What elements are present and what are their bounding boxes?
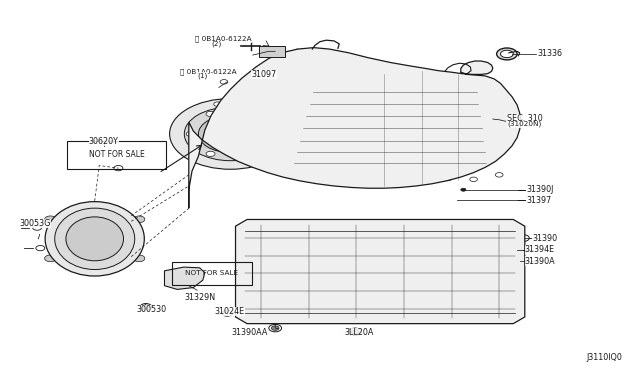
Polygon shape xyxy=(164,267,205,289)
Circle shape xyxy=(247,222,256,228)
Text: (2): (2) xyxy=(211,41,221,47)
Circle shape xyxy=(355,315,368,323)
Text: 31390: 31390 xyxy=(532,234,557,243)
Text: ⒱ 0B1A0-6122A: ⒱ 0B1A0-6122A xyxy=(195,36,252,42)
Circle shape xyxy=(514,258,525,264)
Circle shape xyxy=(518,235,529,241)
Circle shape xyxy=(504,222,513,228)
Ellipse shape xyxy=(66,217,124,261)
Polygon shape xyxy=(236,219,525,324)
Circle shape xyxy=(140,304,152,310)
Circle shape xyxy=(351,330,359,334)
FancyBboxPatch shape xyxy=(259,46,285,57)
Circle shape xyxy=(83,232,106,246)
Circle shape xyxy=(143,305,149,309)
Text: 31329N: 31329N xyxy=(184,293,216,302)
Circle shape xyxy=(206,111,215,116)
Text: NOT FOR SALE: NOT FOR SALE xyxy=(185,270,239,276)
Circle shape xyxy=(36,246,45,251)
Circle shape xyxy=(74,227,115,251)
Polygon shape xyxy=(189,48,521,208)
Circle shape xyxy=(206,151,215,157)
Circle shape xyxy=(223,129,238,138)
Text: 31336: 31336 xyxy=(538,49,563,58)
Circle shape xyxy=(170,99,291,169)
Circle shape xyxy=(470,177,477,182)
Circle shape xyxy=(511,306,520,311)
Text: 31024E: 31024E xyxy=(214,307,244,316)
Text: 31390AA: 31390AA xyxy=(232,328,268,337)
Circle shape xyxy=(349,328,362,336)
Text: 31390A: 31390A xyxy=(525,257,556,266)
Circle shape xyxy=(285,313,298,321)
Circle shape xyxy=(294,49,301,54)
Circle shape xyxy=(198,115,262,153)
Circle shape xyxy=(271,326,279,330)
Text: 31394E: 31394E xyxy=(525,246,555,254)
Text: 3LL20A: 3LL20A xyxy=(344,328,374,337)
Circle shape xyxy=(186,131,195,137)
Circle shape xyxy=(461,188,466,191)
Circle shape xyxy=(33,225,42,230)
Circle shape xyxy=(500,50,513,58)
Circle shape xyxy=(511,247,523,253)
Text: 30620Y: 30620Y xyxy=(89,137,118,146)
Circle shape xyxy=(222,310,232,316)
Circle shape xyxy=(212,124,248,144)
Circle shape xyxy=(133,216,145,222)
Circle shape xyxy=(214,102,221,106)
Circle shape xyxy=(133,255,145,262)
Circle shape xyxy=(45,216,56,222)
Ellipse shape xyxy=(45,202,145,276)
Circle shape xyxy=(114,166,123,171)
Text: SEC. 310: SEC. 310 xyxy=(507,114,543,123)
Text: (31020N): (31020N) xyxy=(507,121,541,128)
Ellipse shape xyxy=(55,208,135,269)
Text: 300530: 300530 xyxy=(136,305,166,314)
Circle shape xyxy=(246,111,255,116)
Circle shape xyxy=(246,151,255,157)
Text: J3110IQ0: J3110IQ0 xyxy=(586,353,622,362)
Circle shape xyxy=(271,54,279,59)
Circle shape xyxy=(269,324,282,332)
Circle shape xyxy=(182,275,192,281)
Circle shape xyxy=(241,306,250,311)
Text: 31097: 31097 xyxy=(252,70,276,79)
Circle shape xyxy=(45,255,56,262)
Circle shape xyxy=(495,173,503,177)
Text: ⒱ 0B1A0-6122A: ⒱ 0B1A0-6122A xyxy=(180,68,237,75)
Text: NOT FOR SALE: NOT FOR SALE xyxy=(88,150,145,159)
Text: (1): (1) xyxy=(197,73,207,79)
Circle shape xyxy=(207,132,215,137)
Circle shape xyxy=(184,107,276,161)
Text: 31397: 31397 xyxy=(526,196,551,205)
Text: 31390J: 31390J xyxy=(526,185,554,194)
Circle shape xyxy=(220,80,228,84)
Circle shape xyxy=(266,131,275,137)
Text: 30053G: 30053G xyxy=(19,219,51,228)
Circle shape xyxy=(444,176,452,181)
Circle shape xyxy=(497,48,517,60)
